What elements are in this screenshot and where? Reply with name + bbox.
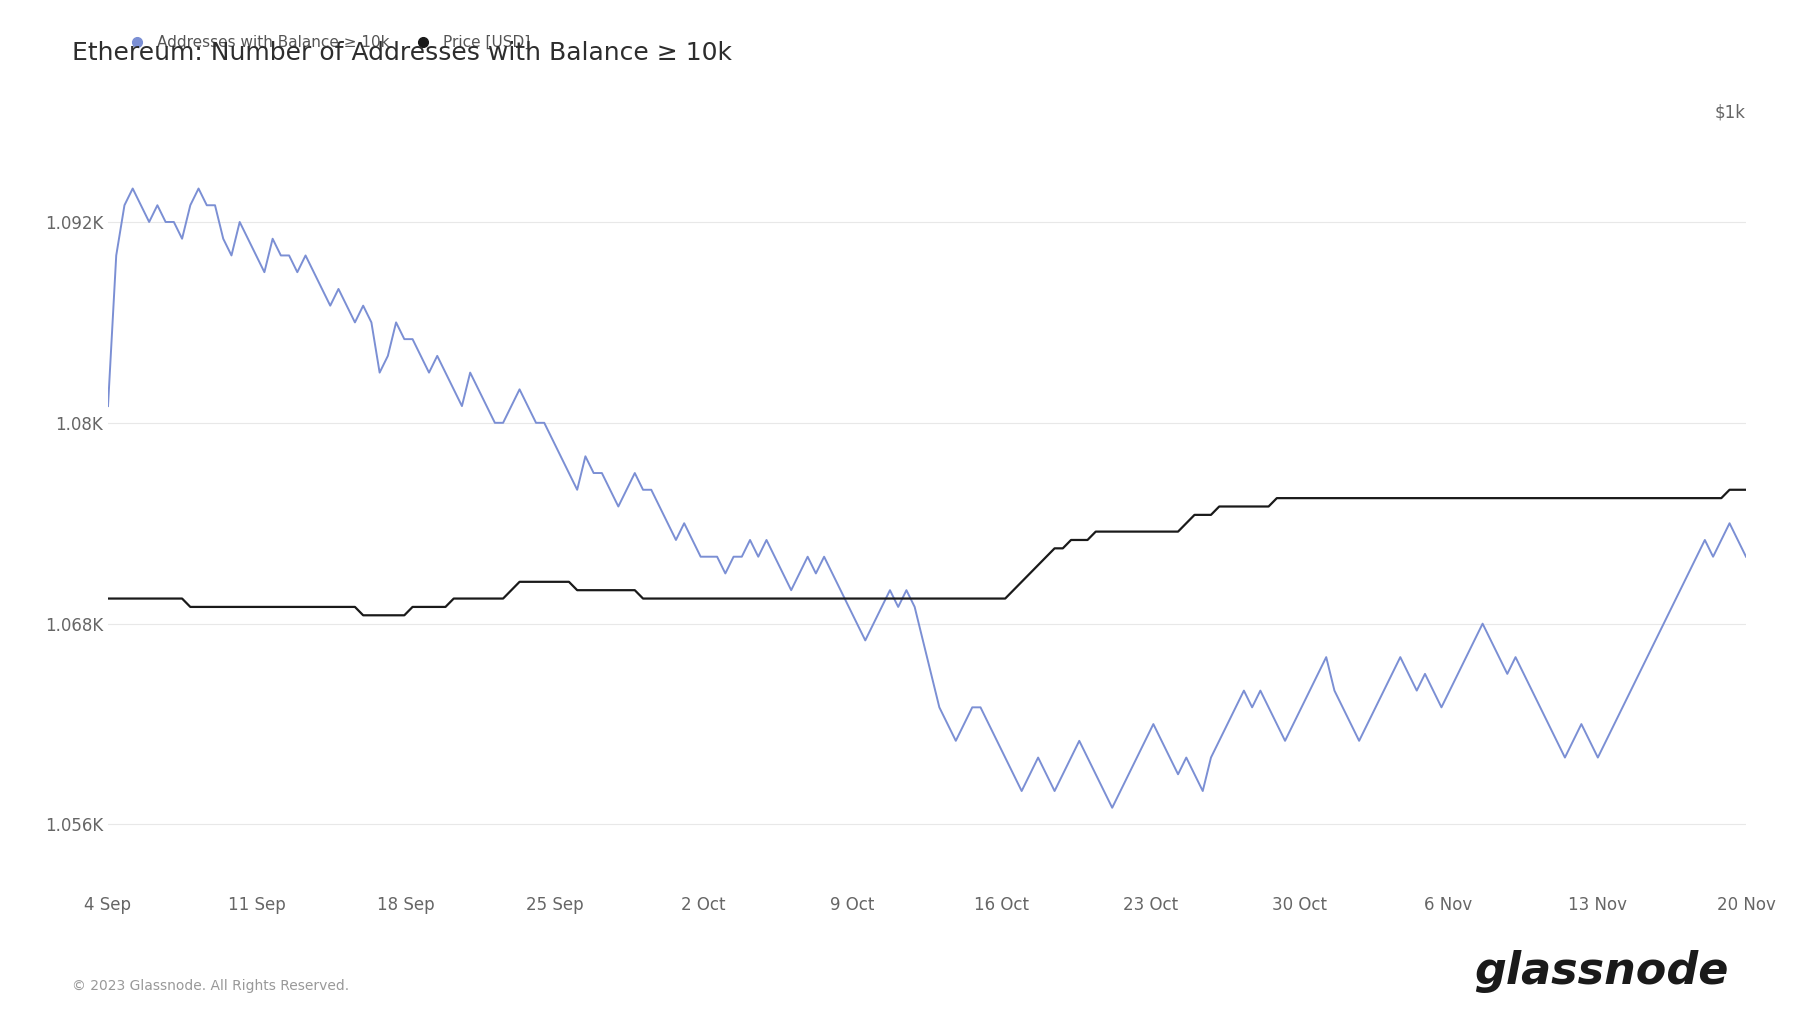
Text: Ethereum: Number of Addresses with Balance ≥ 10k: Ethereum: Number of Addresses with Balan…: [72, 41, 733, 65]
Text: $1k: $1k: [1715, 103, 1746, 122]
Text: © 2023 Glassnode. All Rights Reserved.: © 2023 Glassnode. All Rights Reserved.: [72, 979, 349, 993]
Legend: Addresses with Balance ≥ 10k, Price [USD]: Addresses with Balance ≥ 10k, Price [USD…: [115, 29, 536, 57]
Text: glassnode: glassnode: [1474, 950, 1728, 993]
